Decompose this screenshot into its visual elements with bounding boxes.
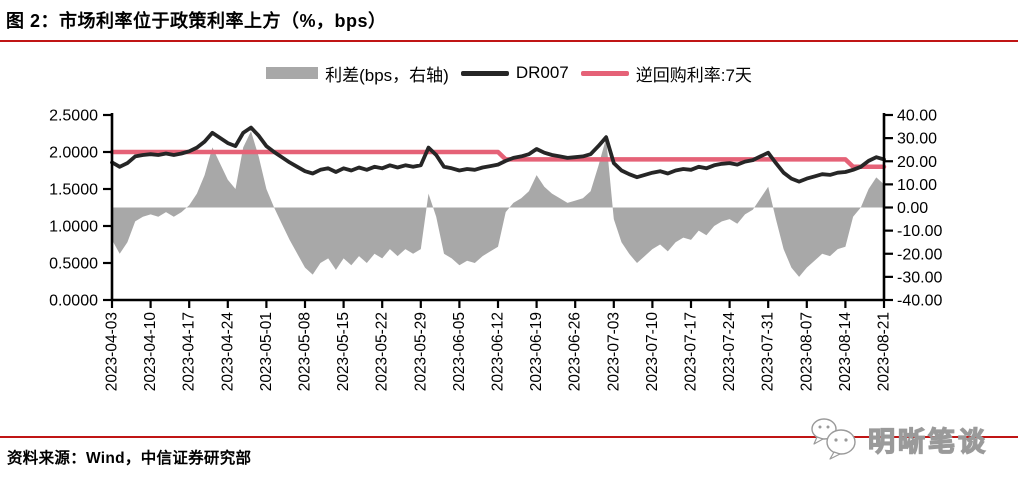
legend-item-dr007: DR007 bbox=[460, 63, 569, 83]
right-tick-label: 30.00 bbox=[897, 131, 937, 148]
chart-plot-area: 2.5000 2.0000 1.5000 1.0000 0.5000 0.0000 40.0… bbox=[0, 100, 1018, 432]
right-tick-label: 40.00 bbox=[897, 108, 937, 125]
right-tick-label: -10.00 bbox=[897, 223, 942, 240]
spread-area-series bbox=[112, 131, 884, 277]
legend-label-dr007: DR007 bbox=[515, 63, 569, 82]
x-tick-label: 2023-05-29 bbox=[412, 312, 429, 391]
legend-label-policy: 逆回购利率:7天 bbox=[635, 65, 752, 85]
rates-chart: 2.5000 2.0000 1.5000 1.0000 0.5000 0.0000 40.0… bbox=[49, 108, 942, 392]
right-tick-label: 10.00 bbox=[897, 177, 937, 194]
x-tick-label: 2023-07-31 bbox=[760, 312, 777, 391]
legend-label-spread: 利差(bps，右轴) bbox=[325, 65, 449, 85]
source-note: 资料来源：Wind，中信证券研究部 bbox=[7, 450, 252, 467]
x-tick-label: 2023-07-03 bbox=[605, 312, 622, 391]
footer-divider bbox=[0, 436, 1018, 438]
right-tick-label: 0.00 bbox=[897, 200, 928, 217]
wechat-icon bbox=[811, 418, 856, 460]
x-tick-label: 2023-08-07 bbox=[798, 312, 815, 391]
x-tick-label: 2023-04-03 bbox=[104, 312, 121, 391]
dr007-line-series bbox=[110, 125, 886, 184]
x-tick-label: 2023-05-15 bbox=[335, 312, 352, 391]
legend-item-policy: 逆回购利率:7天 bbox=[580, 61, 752, 86]
policy-line-swatch-icon bbox=[580, 70, 629, 76]
x-tick-label: 2023-06-19 bbox=[528, 312, 545, 391]
left-tick-label: 1.5000 bbox=[49, 182, 98, 199]
spread-area-swatch-icon bbox=[266, 67, 319, 79]
right-tick-label: -30.00 bbox=[897, 269, 942, 286]
x-tick-label: 2023-08-14 bbox=[837, 312, 854, 392]
left-tick-label: 2.5000 bbox=[49, 108, 98, 125]
right-tick-label: -20.00 bbox=[897, 246, 942, 263]
x-tick-label: 2023-04-24 bbox=[219, 312, 236, 392]
right-tick-label: -40.00 bbox=[897, 293, 942, 310]
watermark: 明晰笔谈 bbox=[808, 414, 988, 464]
left-tick-label: 0.0000 bbox=[49, 293, 98, 310]
figure-title: 图 2：市场利率位于政策利率上方（%，bps） bbox=[0, 5, 1018, 42]
dr007-line-swatch-icon bbox=[460, 70, 509, 76]
x-tick-label: 2023-06-26 bbox=[567, 312, 584, 391]
x-tick-label: 2023-05-22 bbox=[374, 312, 391, 391]
x-tick-label: 2023-04-17 bbox=[181, 312, 198, 391]
right-tick-label: 20.00 bbox=[897, 154, 937, 171]
x-tick-label: 2023-06-12 bbox=[490, 312, 507, 391]
left-tick-label: 2.0000 bbox=[49, 145, 98, 162]
x-tick-label: 2023-05-08 bbox=[297, 312, 314, 391]
watermark-text: 明晰笔谈 bbox=[867, 426, 988, 457]
x-tick-label: 2023-07-10 bbox=[644, 312, 661, 392]
legend-item-spread: 利差(bps，右轴) bbox=[266, 61, 449, 86]
chart-legend: 利差(bps，右轴) DR007 逆回购利率:7天 bbox=[0, 58, 1018, 88]
x-tick-label: 2023-07-24 bbox=[721, 312, 738, 392]
left-tick-label: 0.5000 bbox=[49, 256, 98, 273]
x-tick-label: 2023-08-21 bbox=[876, 312, 893, 391]
x-tick-label: 2023-05-01 bbox=[258, 312, 275, 391]
x-tick-label: 2023-04-10 bbox=[142, 312, 159, 392]
x-tick-label: 2023-07-17 bbox=[683, 312, 700, 391]
left-tick-label: 1.0000 bbox=[49, 219, 98, 236]
x-tick-label: 2023-06-05 bbox=[451, 312, 468, 391]
